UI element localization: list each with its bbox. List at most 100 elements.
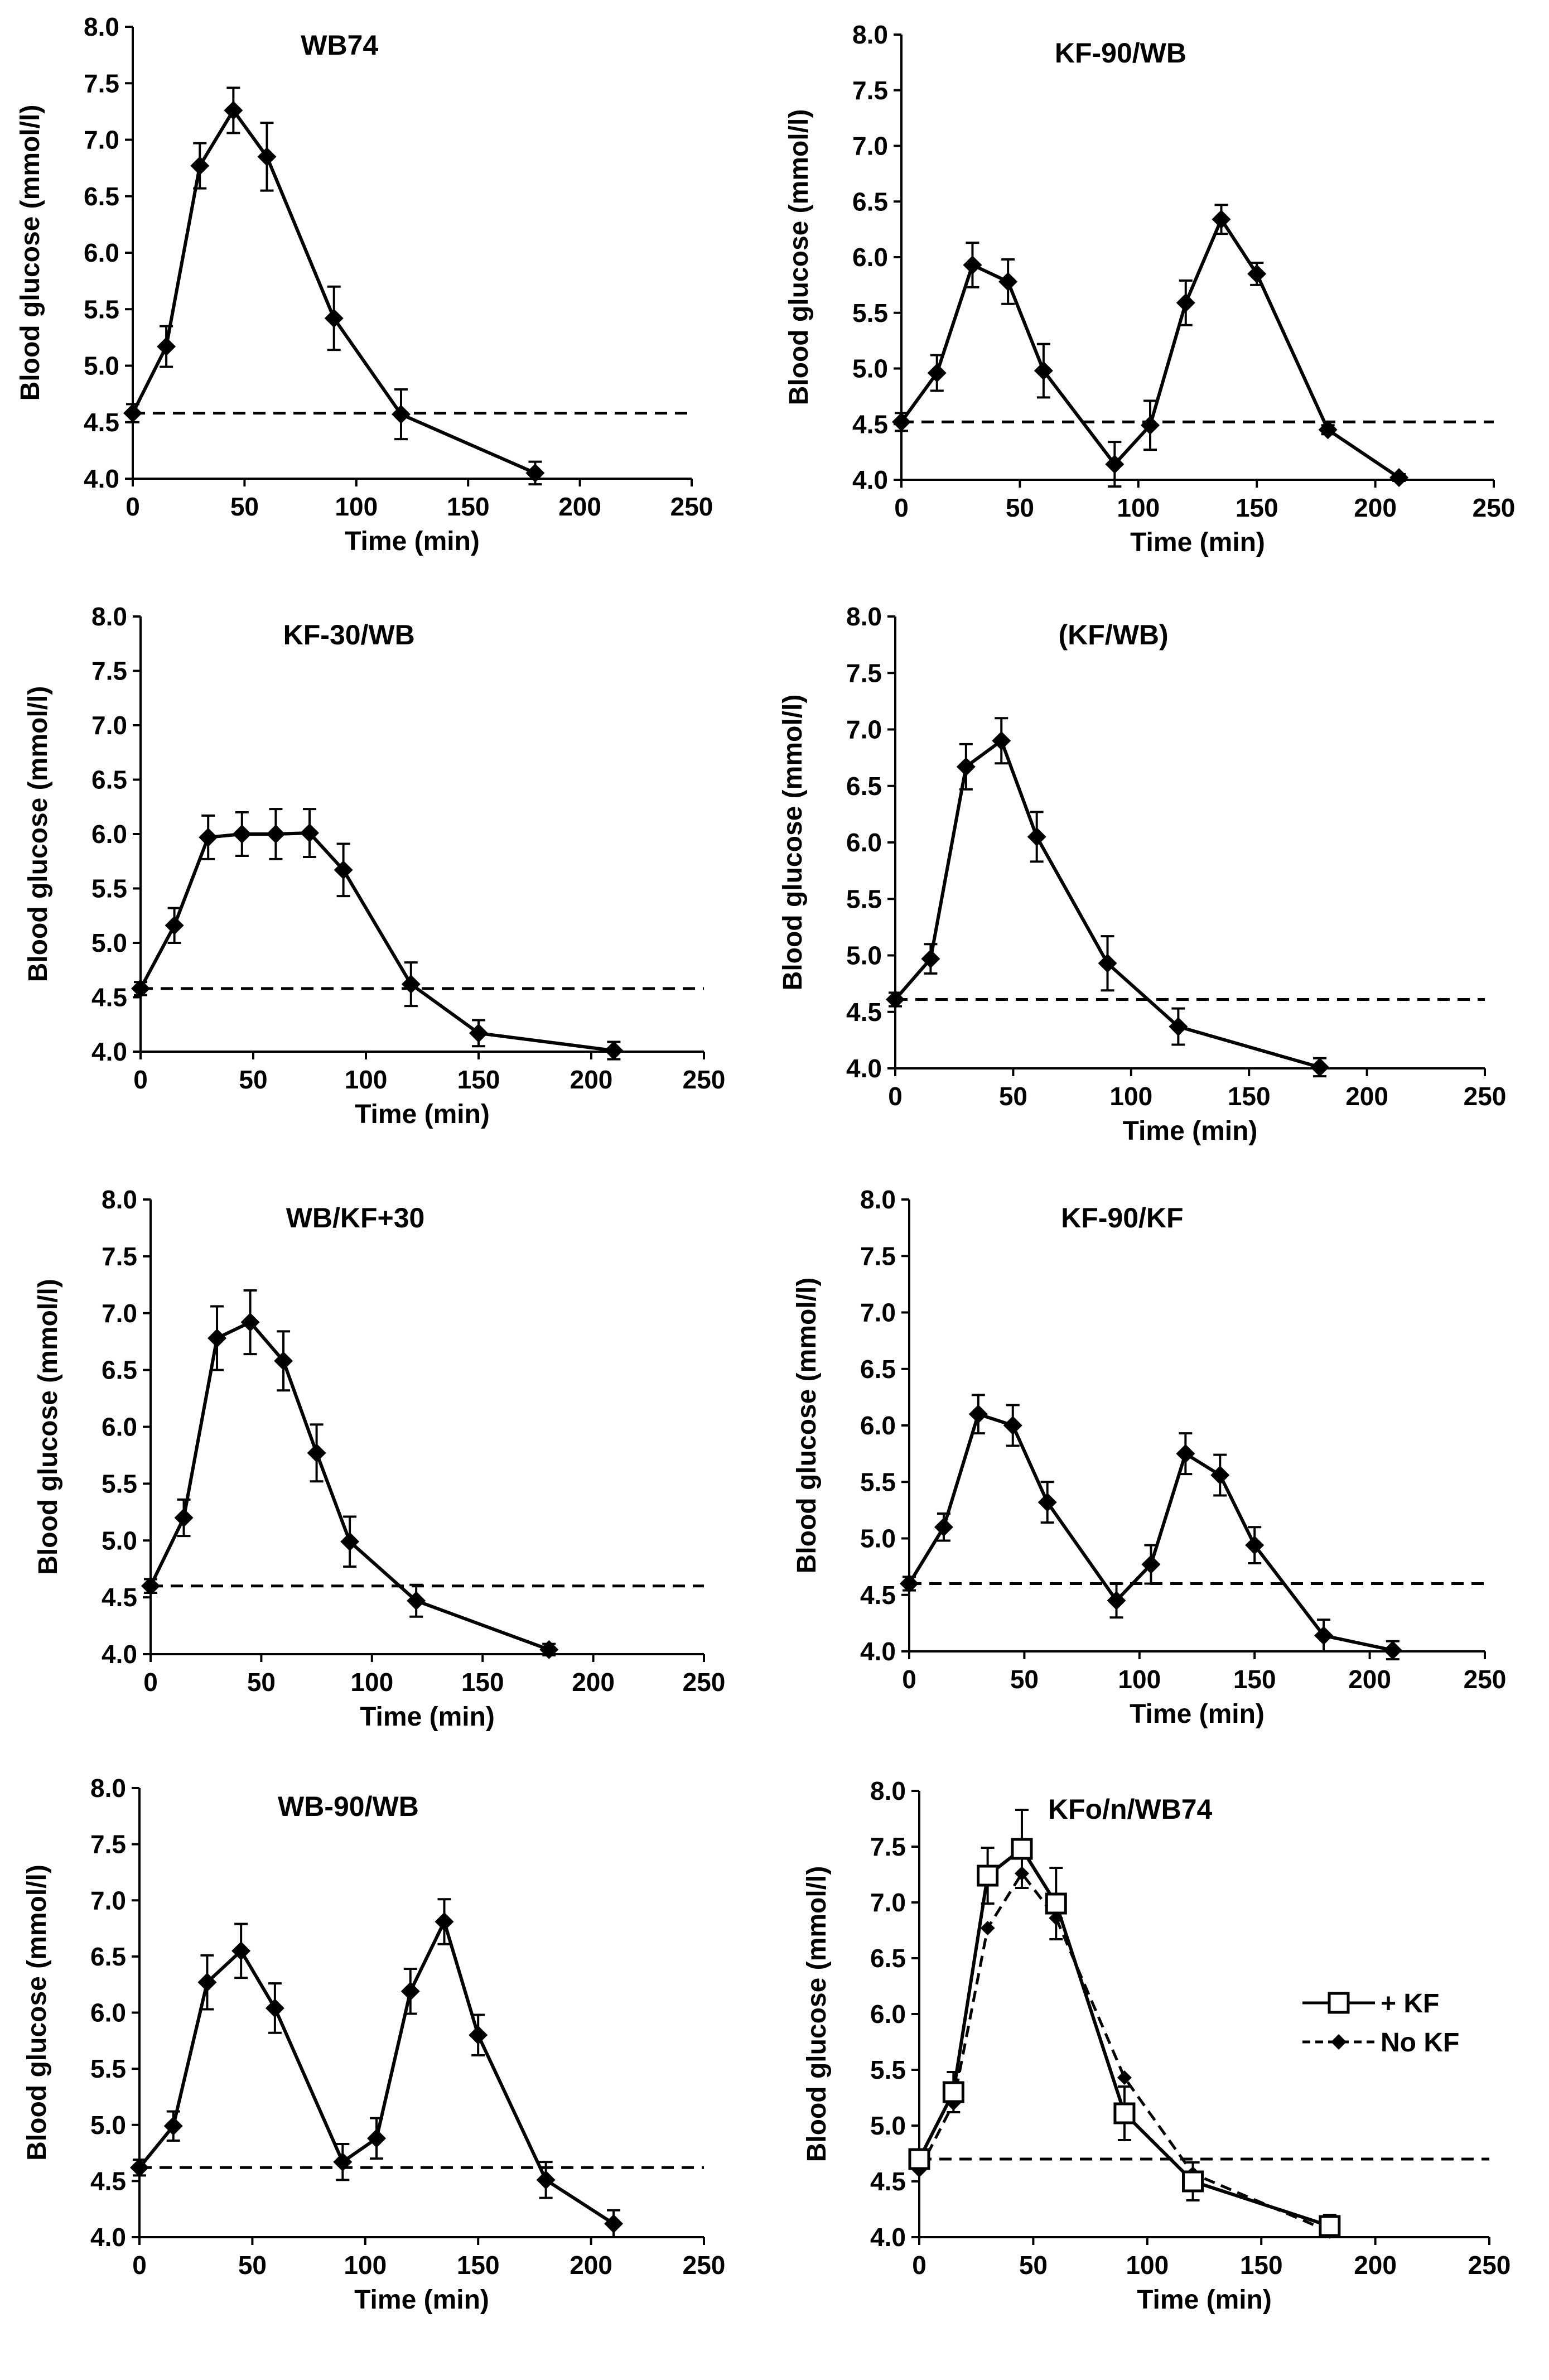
y-tick-label: 5.5: [102, 1469, 137, 1498]
x-tick-label: 200: [1354, 2251, 1397, 2280]
data-point: [165, 916, 184, 935]
x-tick-label: 150: [457, 1065, 500, 1094]
data-point: [1003, 1416, 1022, 1435]
y-tick-label: 4.0: [91, 1037, 127, 1066]
y-tick-label: 5.5: [91, 874, 127, 903]
y-tick-label: 7.0: [91, 711, 127, 740]
legend-label: No KF: [1381, 2028, 1459, 2058]
data-point: [401, 975, 421, 994]
y-axis-title: Blood glucose (mmol/l): [33, 1279, 63, 1575]
legend-marker-diamond: [1331, 2034, 1347, 2050]
data-point: [934, 1517, 953, 1537]
x-tick-label: 50: [1006, 493, 1034, 522]
y-tick-label: 7.0: [860, 1298, 896, 1327]
x-tick-label: 150: [461, 1668, 504, 1697]
y-tick-label: 6.5: [860, 1355, 896, 1384]
y-tick-label: 7.5: [846, 658, 882, 687]
x-axis-title: Time (min): [355, 1100, 490, 1129]
x-tick-label: 50: [230, 492, 259, 521]
y-tick-label: 6.0: [870, 2000, 906, 2029]
data-point: [123, 403, 142, 423]
x-tick-label: 50: [247, 1668, 276, 1697]
x-tick-label: 200: [1348, 1665, 1391, 1694]
y-tick-label: 6.0: [852, 243, 888, 272]
panel-title: KF-30/WB: [283, 619, 415, 651]
y-tick-label: 7.0: [90, 1886, 126, 1915]
chart-panel-wb90wb: 4.0 4.5 5.0 5.5 6.0 6.5 7.0 7.5 8.0 0 50 100 150 200 2…: [22, 1774, 725, 2315]
data-point: [1245, 1535, 1265, 1555]
data-point: [1182, 2170, 1204, 2193]
x-tick-label: 50: [1010, 1665, 1039, 1694]
x-axis-title: Time (min): [354, 2285, 489, 2315]
panel-title: WB/KF+30: [286, 1202, 425, 1234]
y-tick-label: 8.0: [90, 1774, 126, 1803]
y-tick-label: 6.0: [860, 1411, 896, 1440]
data-point: [130, 2158, 149, 2177]
y-tick-label: 5.5: [84, 295, 119, 324]
x-axis-title: Time (min): [1137, 2285, 1272, 2315]
panel-title: KF-90/KF: [1061, 1202, 1183, 1234]
data-point: [1210, 1466, 1230, 1485]
x-tick-label: 50: [238, 2251, 267, 2280]
data-point: [539, 1640, 559, 1659]
series-line: [149, 1321, 550, 1651]
data-point: [266, 825, 286, 844]
x-axis-title: Time (min): [1130, 528, 1265, 557]
legend: + KF No KF: [1302, 1989, 1459, 2058]
y-tick-label: 4.0: [852, 465, 888, 494]
panel-title: KF-90/WB: [1055, 37, 1186, 69]
data-point: [1247, 264, 1267, 283]
chart-panel-kf90kf: 4.0 4.5 5.0 5.5 6.0 6.5 7.0 7.5 8.0 0 50 100 150 200 2…: [792, 1185, 1506, 1729]
series-line: [139, 831, 614, 1053]
data-point: [1176, 293, 1195, 312]
x-tick-label: 0: [143, 1668, 158, 1697]
y-tick-label: 5.0: [860, 1524, 896, 1553]
y-tick-label: 8.0: [102, 1185, 137, 1214]
y-tick-label: 5.0: [852, 354, 888, 383]
data-point: [927, 363, 947, 383]
x-tick-label: 200: [572, 1668, 615, 1697]
y-tick-label: 7.0: [84, 126, 119, 155]
x-tick-label: 0: [133, 1065, 148, 1094]
data-point: [324, 309, 344, 328]
y-tick-label: 6.5: [102, 1356, 137, 1385]
y-tick-label: 4.0: [84, 464, 119, 493]
series-glucose: [900, 1394, 1402, 1661]
chart-panel-kf90wb: 4.0 4.5 5.0 5.5 6.0 6.5 7.0 7.5 8.0 0 50 100 150 200 2…: [784, 20, 1515, 557]
data-point: [1011, 1838, 1033, 1860]
data-point: [980, 1921, 995, 1935]
x-tick-label: 100: [344, 2251, 387, 2280]
data-point: [525, 463, 545, 483]
y-tick-label: 4.0: [90, 2223, 126, 2252]
y-tick-label: 7.5: [90, 1830, 126, 1859]
data-point: [199, 827, 218, 847]
x-tick-label: 250: [683, 1668, 726, 1697]
data-point: [391, 404, 411, 424]
data-point: [1098, 953, 1117, 973]
data-point: [908, 2148, 930, 2170]
series-glucose: [886, 717, 1330, 1078]
y-tick-label: 5.0: [846, 941, 882, 970]
x-tick-label: 100: [350, 1668, 393, 1697]
data-point: [886, 990, 905, 1009]
data-point: [1141, 416, 1160, 435]
x-tick-label: 200: [570, 1065, 613, 1094]
x-tick-label: 200: [570, 2251, 612, 2280]
data-point: [174, 1508, 194, 1528]
x-tick-label: 250: [670, 492, 713, 521]
series-glucose: [131, 808, 624, 1061]
x-tick-label: 150: [1233, 1665, 1276, 1694]
data-point: [604, 1041, 624, 1061]
x-tick-label: 50: [239, 1065, 267, 1094]
y-axis-title: Blood glucose (mmol/l): [22, 1865, 52, 2161]
y-tick-label: 4.5: [84, 408, 119, 437]
series-line: [900, 218, 1400, 479]
data-point: [197, 1973, 217, 1992]
legend-marker-square: [1328, 1992, 1350, 2014]
data-point: [900, 1574, 919, 1593]
data-point: [968, 1404, 988, 1424]
data-point: [1117, 2070, 1132, 2085]
y-tick-label: 7.5: [852, 76, 888, 105]
x-tick-label: 100: [345, 1065, 388, 1094]
series-line: [918, 1847, 1330, 2228]
